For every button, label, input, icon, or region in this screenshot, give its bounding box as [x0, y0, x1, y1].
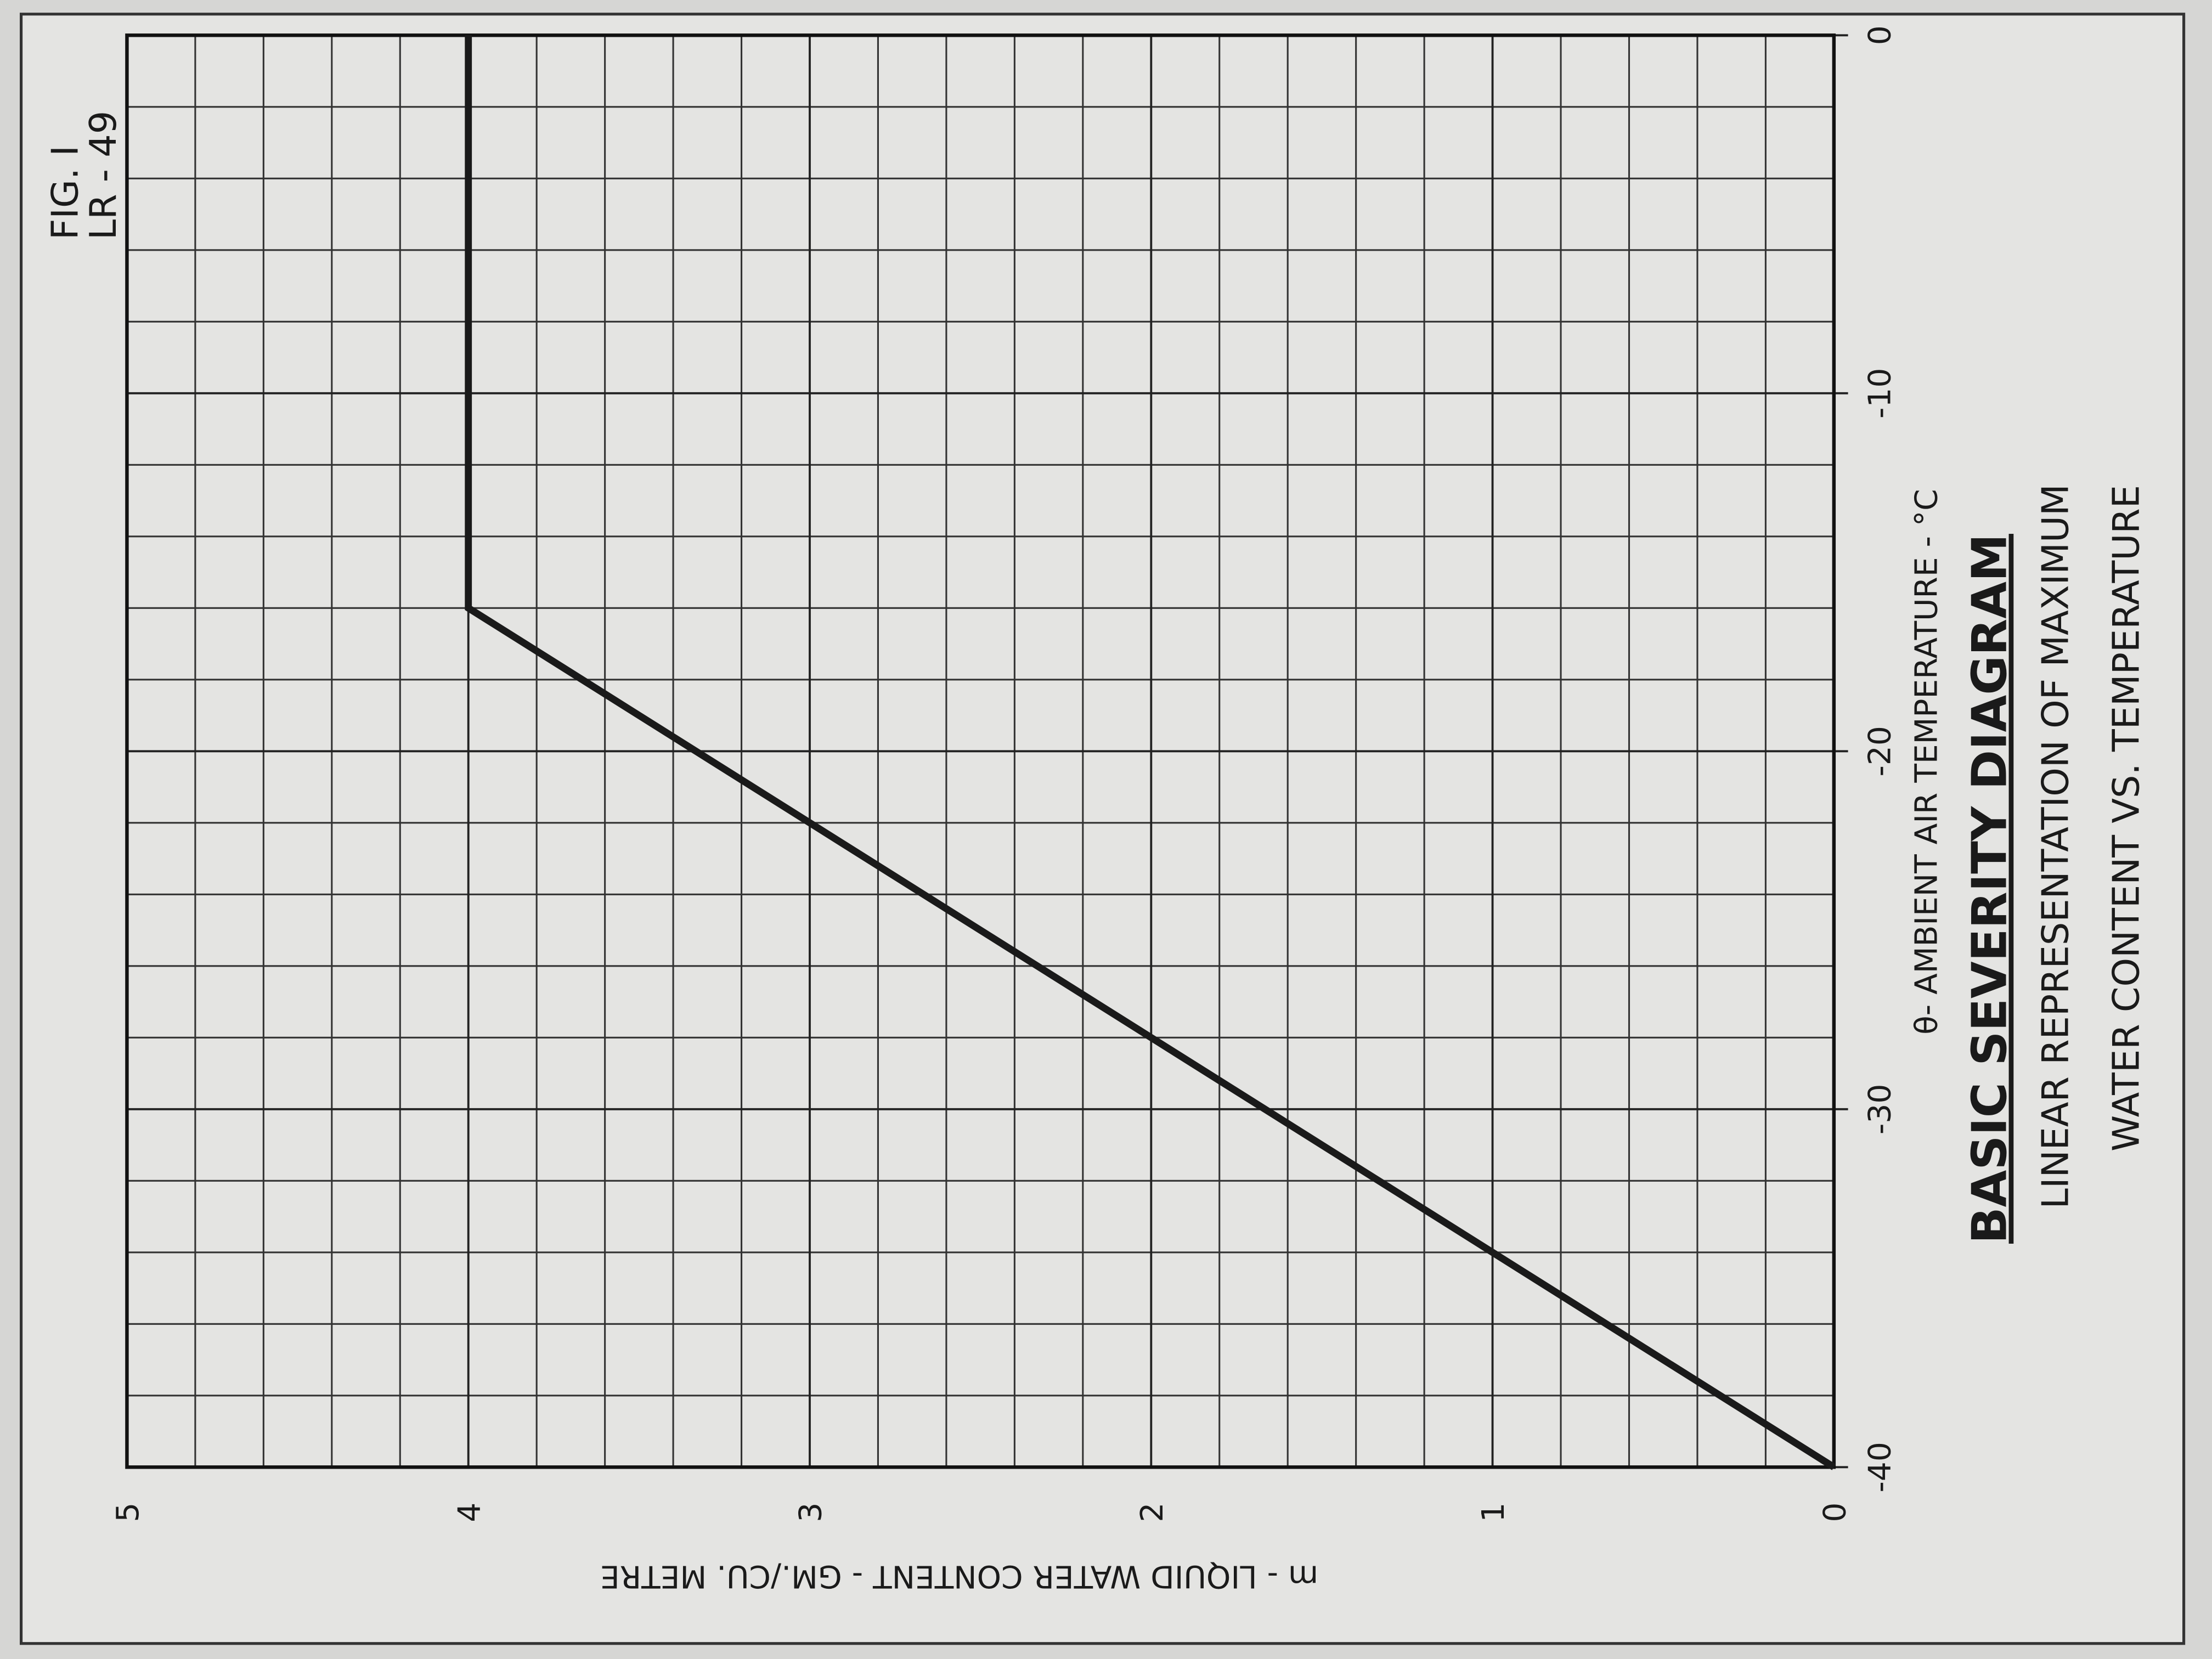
x-tick-label: -10 — [1862, 368, 1898, 419]
figure-label: FIG. I — [43, 145, 86, 240]
plot-frame — [125, 33, 1836, 1469]
chart-subtitle: WATER CONTENT VS. TEMPERATURE — [2104, 485, 2147, 1152]
y-axis-label: m - LIQUID WATER CONTENT - GM./CU. METRE — [600, 1558, 1318, 1594]
y-tick-label: 5 — [110, 1503, 146, 1522]
x-tick-label: -40 — [1862, 1442, 1898, 1492]
y-tick-label: 1 — [1475, 1503, 1511, 1522]
y-tick-label: 0 — [1816, 1503, 1853, 1522]
y-tick-label: 2 — [1134, 1503, 1170, 1522]
x-tick-label: 0 — [1862, 25, 1898, 45]
rotated-page: FIG. I LR - 49 θ- AMBIENT AIR TEMPERATUR… — [43, 25, 2147, 1594]
chart-title: BASIC SEVERITY DIAGRAM — [1962, 534, 2018, 1244]
y-tick-label: 4 — [451, 1503, 487, 1522]
y-tick-label: 3 — [793, 1503, 829, 1522]
x-axis-label: θ- AMBIENT AIR TEMPERATURE - °C — [1909, 489, 1945, 1035]
page-frame — [19, 13, 2186, 1645]
chart-subtitle: LINEAR REPRESENTATION OF MAXIMUM — [2034, 484, 2077, 1209]
x-tick-label: -20 — [1862, 726, 1898, 776]
data-line — [465, 35, 1836, 1470]
figure-label: LR - 49 — [82, 111, 125, 240]
x-tick-label: -30 — [1862, 1084, 1898, 1135]
